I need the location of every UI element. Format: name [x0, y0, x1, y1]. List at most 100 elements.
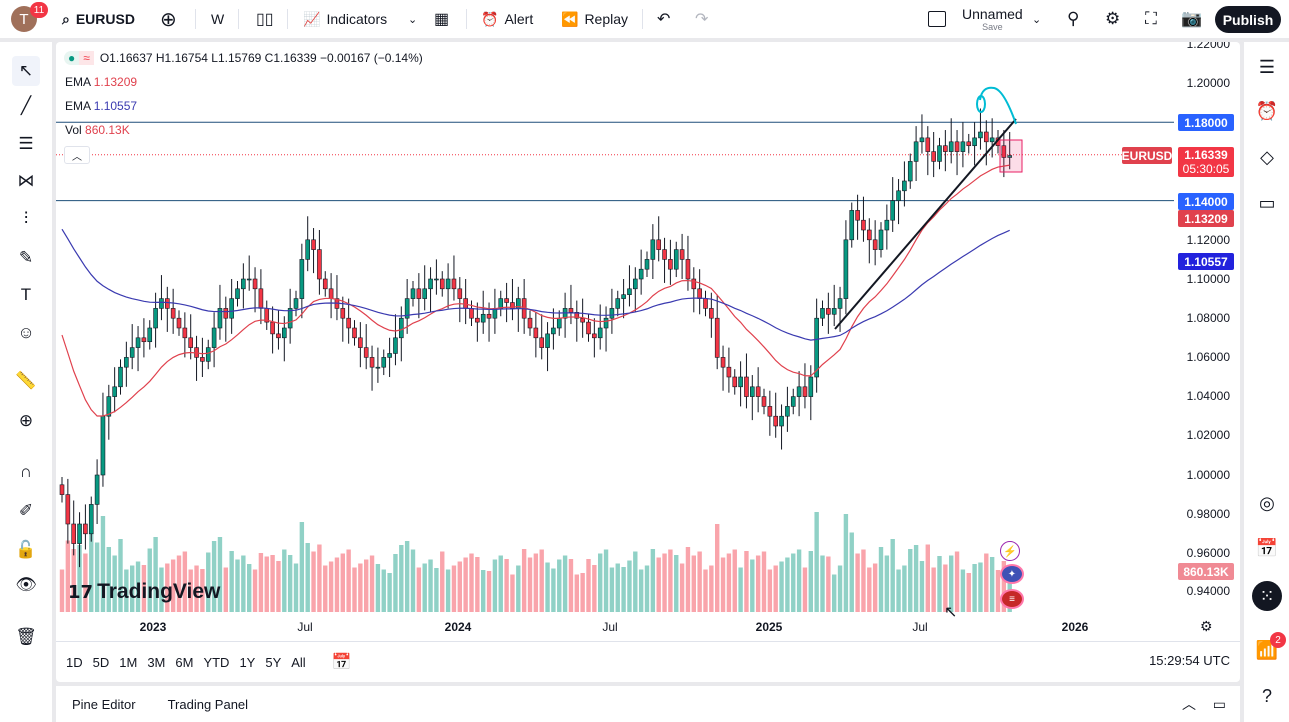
- volume-bar: [492, 559, 498, 612]
- chart-pane[interactable]: 1.22000 1.20000 1.12000 1.10000 1.08000 1.060…: [56, 42, 1240, 682]
- range-all[interactable]: All: [291, 654, 306, 670]
- range-3m[interactable]: 3M: [147, 654, 166, 670]
- volume-bar: [861, 549, 866, 612]
- range-ytd[interactable]: YTD: [203, 654, 230, 670]
- candle-body: [200, 357, 205, 362]
- text-icon[interactable]: T: [20, 285, 32, 304]
- vol-value: 860.13K: [85, 123, 130, 137]
- redo-icon[interactable]: ↷: [695, 11, 709, 28]
- volume-legend[interactable]: Vol 860.13K: [65, 123, 130, 137]
- collapse-legend-button[interactable]: ︿: [64, 146, 90, 164]
- help-icon[interactable]: ?: [1261, 685, 1272, 706]
- candle-body: [814, 317, 819, 378]
- chevron-up-icon[interactable]: ︿: [1182, 696, 1196, 712]
- tab-pine-editor[interactable]: Pine Editor: [72, 696, 136, 712]
- trash-icon[interactable]: 🗑: [15, 627, 37, 646]
- candle-body: [668, 259, 673, 270]
- replay-button[interactable]: ⏪ Replay: [561, 0, 628, 38]
- volume-bar: [633, 551, 638, 612]
- goto-date-icon[interactable]: 📅: [331, 654, 352, 671]
- chevron-down-icon[interactable]: ⌄: [408, 13, 418, 26]
- symbol-search[interactable]: ⌕ EURUSD: [62, 0, 135, 38]
- alert-button[interactable]: ⏰ Alert: [481, 0, 533, 38]
- volume-bar: [908, 549, 913, 612]
- range-5y[interactable]: 5Y: [265, 654, 282, 670]
- volume-bar: [463, 557, 468, 612]
- axis-settings-icon[interactable]: ⚙: [1200, 618, 1213, 634]
- volume-bar: [258, 553, 264, 612]
- candle-body: [878, 229, 884, 250]
- candle-body: [609, 308, 615, 319]
- interval-button[interactable]: W: [211, 11, 225, 27]
- layout-checkbox-icon[interactable]: [928, 0, 946, 38]
- volume-bar: [305, 543, 310, 612]
- candle-body: [293, 298, 299, 309]
- compare-symbol-icon[interactable]: ⊕: [160, 8, 177, 31]
- fullscreen-icon[interactable]: ⛶: [1145, 9, 1157, 28]
- volume-bar: [802, 567, 808, 612]
- candle-body: [773, 415, 779, 427]
- range-5d[interactable]: 5D: [92, 654, 110, 670]
- camera-icon[interactable]: 📷: [1181, 9, 1203, 28]
- range-1m[interactable]: 1M: [119, 654, 138, 670]
- volume-bar: [170, 559, 176, 612]
- emoji-icon[interactable]: ☺: [17, 323, 35, 342]
- lock-drawings-icon[interactable]: ✐: [18, 501, 34, 520]
- zoom-in-icon[interactable]: ⊕: [18, 411, 34, 430]
- lightning-event-icon[interactable]: ⚡: [1000, 541, 1020, 561]
- brush-icon[interactable]: ✎: [18, 248, 34, 267]
- settings-icon[interactable]: ⚙: [1105, 9, 1121, 28]
- volume-bar: [533, 553, 539, 612]
- calendar-icon[interactable]: 📅: [1255, 537, 1279, 558]
- layers-icon[interactable]: ◇: [1260, 146, 1274, 167]
- candle-body: [270, 321, 275, 335]
- fib-icon[interactable]: ☰: [18, 134, 34, 153]
- eu-flag-event-icon[interactable]: ✦: [1000, 564, 1024, 584]
- range-6m[interactable]: 6M: [175, 654, 194, 670]
- pattern-icon[interactable]: ⋈: [17, 171, 35, 190]
- lock-icon[interactable]: 🔓: [15, 540, 37, 559]
- volume-bar: [545, 562, 550, 612]
- volume-bar: [837, 565, 843, 612]
- indicators-button[interactable]: 📈 Indicators: [303, 0, 387, 38]
- layout-chevron-icon[interactable]: ⌄: [1032, 13, 1042, 26]
- ema2-legend[interactable]: EMA 1.10557: [65, 99, 137, 113]
- trendline-icon[interactable]: ╱: [20, 96, 32, 115]
- eye-icon[interactable]: 👁: [15, 575, 37, 594]
- quick-search-icon[interactable]: ⚲: [1067, 9, 1080, 28]
- cursor-icon[interactable]: ↖: [12, 56, 40, 86]
- candle-body: [539, 337, 545, 348]
- candle-body: [59, 484, 65, 495]
- ema1-legend[interactable]: EMA 1.13209: [65, 75, 137, 89]
- templates-icon[interactable]: ▦: [434, 11, 450, 28]
- layout-name[interactable]: Unnamed Save: [962, 6, 1023, 32]
- candle-body: [972, 137, 977, 147]
- alerts-icon[interactable]: ⏰: [1255, 100, 1279, 121]
- volume-bar: [521, 549, 527, 612]
- watchlist-icon[interactable]: ☰: [1258, 56, 1276, 77]
- rectangle-drawing: [999, 139, 1023, 173]
- ruler-icon[interactable]: 📏: [15, 371, 37, 390]
- range-1d[interactable]: 1D: [66, 654, 83, 670]
- tab-trading-panel[interactable]: Trading Panel: [167, 696, 249, 712]
- volume-bar: [878, 547, 884, 612]
- undo-icon[interactable]: ↶: [657, 11, 671, 28]
- range-1y[interactable]: 1Y: [239, 654, 256, 670]
- volume-bar: [966, 573, 971, 612]
- candles-icon[interactable]: ▯▯: [256, 11, 274, 28]
- maximize-panel-icon[interactable]: ▭: [1212, 695, 1226, 712]
- us-flag-event-icon[interactable]: ≡: [1000, 589, 1024, 609]
- candle-body: [422, 288, 428, 299]
- publish-button[interactable]: Publish: [1215, 6, 1281, 33]
- forecast-icon[interactable]: ⫶: [23, 209, 29, 228]
- chart-canvas[interactable]: 1.22000 1.20000 1.12000 1.10000 1.08000 1.060…: [56, 42, 1240, 682]
- volume-bar: [188, 569, 193, 612]
- candle-body: [843, 239, 849, 299]
- candle-body: [697, 288, 702, 299]
- magnet-icon[interactable]: ∩: [19, 462, 33, 481]
- target-icon[interactable]: ◎: [1259, 492, 1275, 513]
- candle-body: [744, 376, 749, 397]
- chat-icon[interactable]: ▭: [1258, 192, 1276, 213]
- clock[interactable]: 15:29:54 UTC: [1149, 653, 1230, 668]
- apps-icon[interactable]: ⁙: [1252, 581, 1282, 611]
